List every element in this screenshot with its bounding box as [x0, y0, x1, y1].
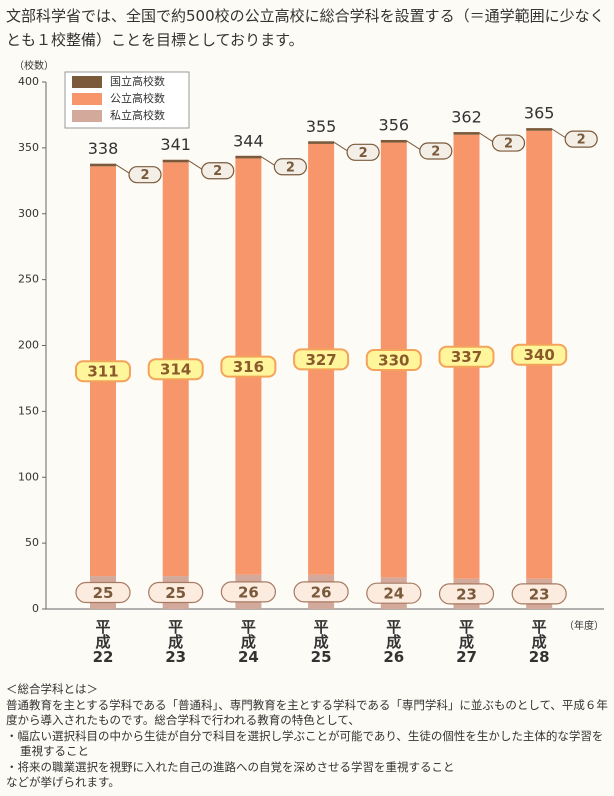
value-label: 330 — [378, 351, 409, 369]
total-label: 344 — [233, 131, 264, 150]
callout-box — [564, 130, 598, 148]
legend-swatch — [72, 76, 102, 88]
legend-label: 国立高校数 — [110, 74, 165, 88]
value-label: 340 — [524, 346, 555, 364]
legend-label: 私立高校数 — [110, 108, 165, 122]
x-tick-label: 平成26 — [383, 618, 405, 666]
x-unit-label: （年度） — [564, 619, 604, 632]
callout-line — [406, 140, 422, 151]
value-label: 2 — [577, 133, 586, 148]
value-label-box — [220, 581, 276, 603]
value-label: 2 — [140, 168, 149, 183]
chart: （校数） （年度） 0 50 100 150 200 250 300 350 400 国立高校数公立高… — [14, 59, 604, 632]
y-tick-label: 250 — [18, 273, 39, 286]
value-label-box — [148, 581, 204, 604]
callout-box — [346, 143, 380, 161]
value-label-box — [366, 582, 422, 604]
value-label: 24 — [383, 585, 404, 603]
value-label: 23 — [456, 585, 477, 603]
x-tick-label: 平成23 — [165, 618, 187, 666]
notes-line: ・幅広い選択科目の中から生徒が自分で科目を選択し学ぶことが可能であり、生徒の個性… — [6, 728, 604, 759]
x-tick-label: 平成28 — [528, 618, 550, 666]
value-label: 2 — [286, 160, 295, 175]
total-label: 365 — [524, 104, 555, 123]
bar-segment — [235, 155, 262, 159]
callout-box — [128, 166, 162, 184]
notes-heading: ＜総合学科とは＞ — [6, 682, 98, 696]
total-label: 356 — [379, 115, 410, 134]
value-label: 314 — [160, 361, 191, 379]
callout-line — [188, 160, 203, 171]
intro-text: 文部科学省では、全国で約500校の公立高校に総合学科を設置する（＝通学範囲に少な… — [6, 7, 605, 49]
notes-line: 普通教育を主とする学科である「普通科」、専門教育を主とする学科である「専門学科」… — [6, 697, 608, 728]
value-label-box — [147, 358, 204, 381]
value-label: 311 — [87, 363, 118, 381]
callout-box — [273, 158, 307, 176]
y-tick-label: 50 — [25, 536, 39, 549]
value-label: 327 — [305, 351, 336, 369]
value-label: 26 — [311, 583, 332, 601]
value-label-box — [511, 343, 568, 366]
y-tick-label: 300 — [18, 207, 39, 220]
total-label: 355 — [306, 117, 337, 136]
value-label: 2 — [213, 164, 222, 179]
legend-label: 公立高校数 — [110, 91, 165, 105]
value-label: 316 — [233, 358, 264, 376]
total-label: 341 — [160, 135, 191, 154]
value-label: 337 — [451, 348, 482, 366]
y-unit-label: （校数） — [14, 59, 54, 72]
callout-line — [551, 128, 567, 139]
notes-line: などが挙げられます。 — [6, 775, 120, 789]
callout-box — [419, 142, 453, 160]
notes: ＜総合学科とは＞ 普通教育を主とする学科である「普通科」、専門教育を主とする学科… — [6, 682, 610, 791]
y-tick-label: 150 — [18, 404, 39, 417]
bar-segment — [90, 163, 116, 167]
bar-segment — [453, 132, 480, 135]
callout-line — [333, 141, 349, 152]
x-tick-label: 平成24 — [237, 618, 259, 666]
y-tick-label: 100 — [18, 470, 39, 483]
x-tick-label: 平成27 — [456, 618, 477, 666]
value-label-box — [438, 583, 495, 605]
bar-segment — [162, 159, 189, 163]
value-label-box — [220, 355, 277, 378]
callout-line — [115, 164, 131, 175]
bar-segment — [308, 141, 335, 144]
callout-line — [479, 132, 494, 143]
bar-segment — [380, 139, 407, 143]
value-label: 26 — [238, 583, 259, 601]
value-label-box — [75, 581, 131, 604]
y-tick-label: 400 — [18, 75, 39, 88]
x-tick-label: 平成25 — [310, 618, 332, 666]
value-label: 23 — [529, 585, 550, 603]
callout-box — [201, 162, 235, 180]
y-tick-label: 0 — [32, 602, 39, 615]
value-label: 2 — [359, 146, 368, 161]
x-tick-label: 平成22 — [92, 618, 114, 666]
value-label-box — [438, 345, 495, 368]
value-label-box — [511, 583, 567, 605]
value-label: 25 — [93, 584, 114, 602]
value-label-box — [365, 348, 422, 371]
value-label: 2 — [431, 144, 440, 159]
total-label: 362 — [451, 108, 482, 127]
value-label-box — [293, 348, 350, 371]
y-tick-label: 350 — [18, 141, 39, 154]
callout-line — [261, 156, 276, 167]
callout-box — [491, 134, 526, 152]
value-label-box — [75, 360, 131, 383]
y-tick-label: 200 — [18, 339, 39, 352]
total-label: 338 — [88, 139, 119, 158]
value-label: 25 — [165, 584, 186, 602]
legend-swatch — [72, 110, 102, 122]
value-label-box — [293, 581, 349, 603]
legend-swatch — [72, 93, 102, 105]
bar-segment — [526, 128, 553, 131]
value-label: 2 — [504, 137, 513, 152]
notes-line: ・将来の職業選択を視野に入れた自己の進路への自覚を深めさせる学習を重視すること — [6, 759, 455, 774]
